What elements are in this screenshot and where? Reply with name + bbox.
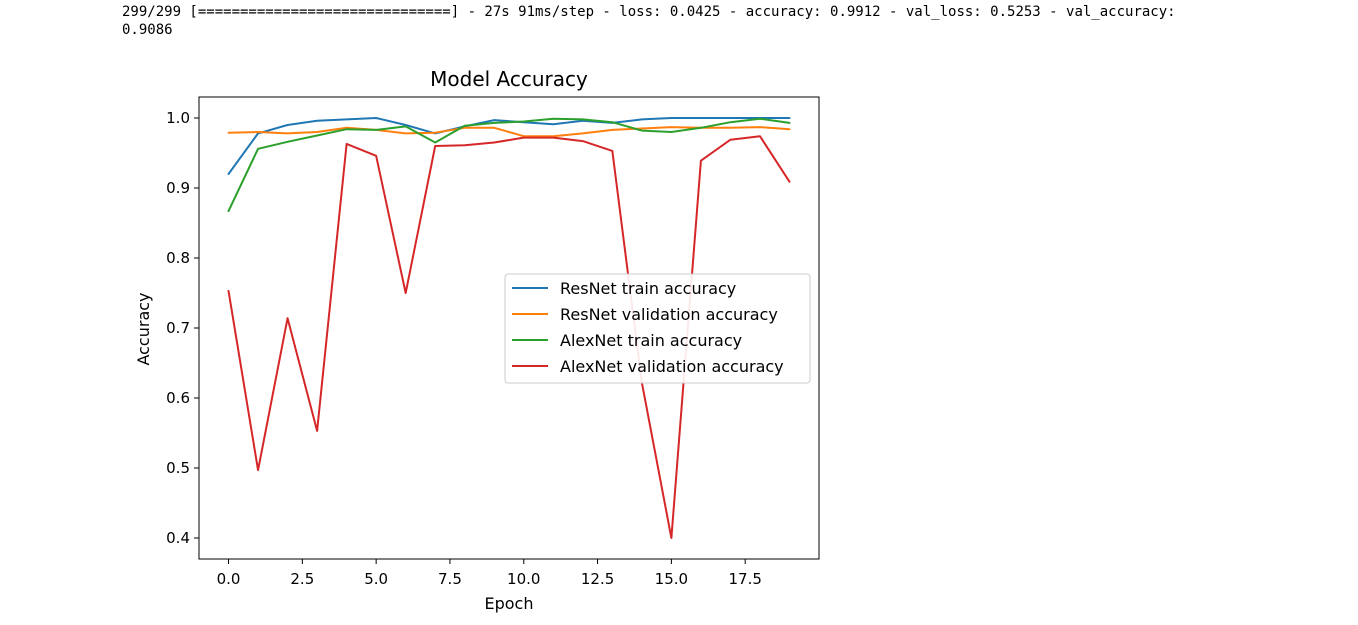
x-tick-label: 2.5 [290, 570, 314, 588]
series-line-3 [227, 135, 791, 539]
y-tick-label: 0.8 [166, 249, 190, 267]
training-log-line-1: 299/299 [==============================]… [122, 4, 1176, 20]
chart-title: Model Accuracy [430, 67, 588, 91]
training-log-line-2: 0.9086 [122, 22, 173, 38]
x-tick-label: 0.0 [217, 570, 241, 588]
legend-label-0: ResNet train accuracy [560, 279, 736, 298]
y-tick-label: 0.4 [166, 529, 190, 547]
legend-label-1: ResNet validation accuracy [560, 305, 778, 324]
x-tick-label: 17.5 [728, 570, 761, 588]
y-tick-label: 0.6 [166, 389, 190, 407]
y-axis-label: Accuracy [134, 292, 153, 365]
legend-label-2: AlexNet train accuracy [560, 331, 742, 350]
x-tick-label: 10.0 [507, 570, 540, 588]
y-tick-label: 0.9 [166, 179, 190, 197]
legend-label-3: AlexNet validation accuracy [560, 357, 784, 376]
x-tick-label: 5.0 [364, 570, 388, 588]
x-axis-label: Epoch [485, 594, 534, 613]
training-log-output: 299/299 [==============================]… [122, 3, 1342, 39]
legend-box [504, 273, 811, 384]
y-tick-label: 0.5 [166, 459, 190, 477]
series-line-0 [227, 117, 791, 175]
y-tick-label: 1.0 [166, 109, 190, 127]
x-tick-label: 12.5 [581, 570, 614, 588]
series-line-2 [227, 117, 791, 213]
x-tick-label: 7.5 [438, 570, 462, 588]
y-tick-label: 0.7 [166, 319, 190, 337]
x-tick-label: 15.0 [655, 570, 688, 588]
legend: ResNet train accuracy ResNet validation a… [504, 273, 811, 384]
series-line-1 [227, 126, 791, 138]
